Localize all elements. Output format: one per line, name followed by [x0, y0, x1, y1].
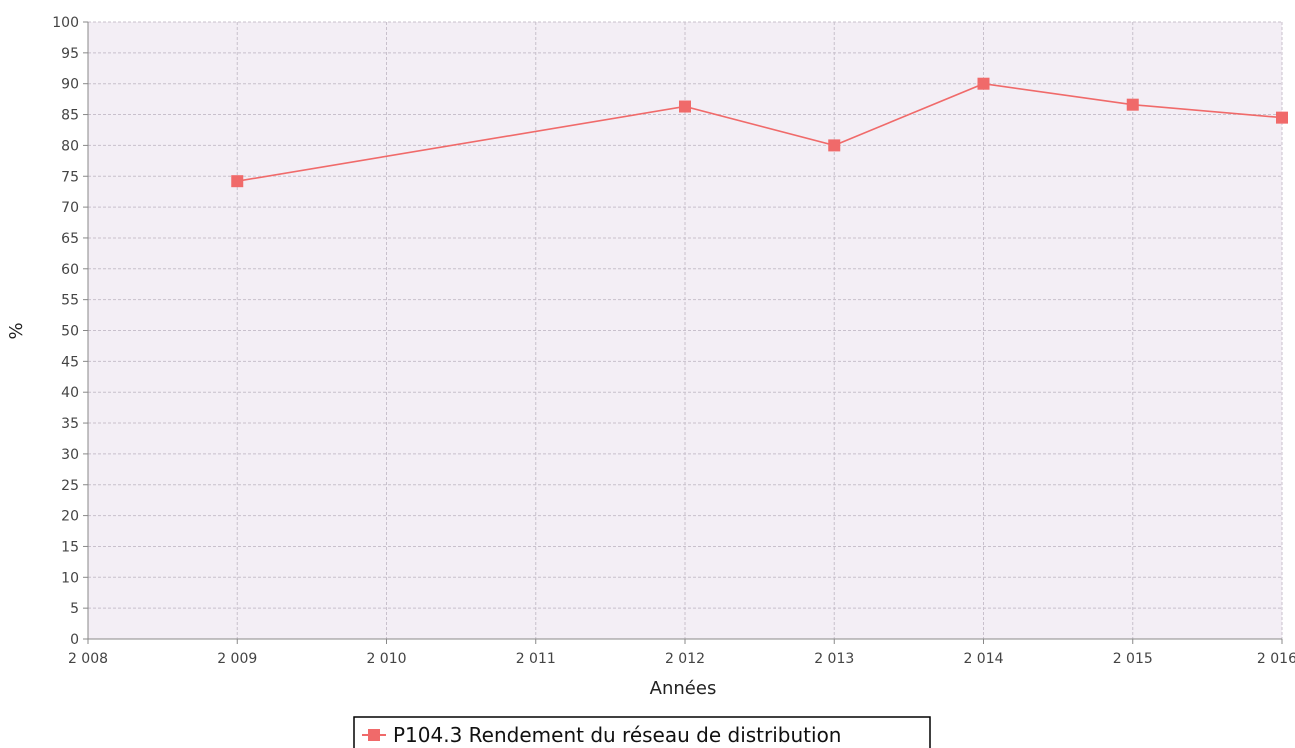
y-tick-label: 5 — [70, 601, 79, 617]
legend-label: P104.3 Rendement du réseau de distributi… — [393, 723, 841, 747]
y-tick-label: 95 — [61, 46, 79, 62]
y-tick-label: 75 — [61, 169, 79, 185]
x-tick-label: 2 010 — [366, 651, 406, 667]
y-tick-label: 10 — [61, 570, 79, 586]
y-tick-label: 0 — [70, 632, 79, 648]
legend-marker-swatch — [368, 729, 380, 741]
x-tick-label: 2 009 — [217, 651, 257, 667]
y-tick-label: 40 — [61, 385, 79, 401]
x-axis: 2 008 2 009 2 010 2 011 2 012 2 013 2 014 2 015… — [68, 638, 1295, 667]
y-tick-label: 100 — [52, 15, 79, 31]
legend: P104.3 Rendement du réseau de distributi… — [353, 716, 931, 748]
grid-lines — [88, 21, 1283, 639]
y-tick-label: 20 — [61, 509, 79, 525]
y-tick-label: 15 — [61, 539, 79, 555]
y-axis-title: % — [6, 322, 27, 339]
y-tick-label: 65 — [61, 231, 79, 247]
y-tick-label: 55 — [61, 293, 79, 309]
data-point — [679, 100, 691, 113]
data-point — [828, 139, 841, 152]
data-point — [231, 175, 244, 188]
x-tick-label: 2 014 — [963, 651, 1003, 667]
y-tick-label: 85 — [61, 108, 79, 124]
series-group — [231, 77, 1288, 188]
y-tick-label: 70 — [61, 200, 79, 216]
y-axis: 0 5 10 15 20 25 30 35 40 45 50 55 60 65 70 75 80 85 90 95 10… — [52, 15, 89, 648]
y-tick-label: 25 — [61, 478, 79, 494]
y-tick-label: 30 — [61, 447, 79, 463]
data-point — [977, 77, 990, 90]
x-axis-title: Années — [650, 678, 717, 699]
x-tick-label: 2 016 — [1257, 651, 1295, 667]
y-tick-label: 90 — [61, 77, 79, 93]
x-tick-label: 2 011 — [516, 651, 556, 667]
y-tick-label: 60 — [61, 262, 79, 278]
y-tick-label: 45 — [61, 354, 79, 370]
data-point — [1276, 111, 1288, 124]
data-point — [1126, 98, 1139, 111]
y-tick-label: 50 — [61, 324, 79, 340]
x-tick-label: 2 013 — [814, 651, 854, 667]
y-tick-label: 35 — [61, 416, 79, 432]
x-tick-label: 2 008 — [68, 651, 108, 667]
series-line — [237, 82, 1283, 182]
x-tick-label: 2 015 — [1113, 651, 1153, 667]
y-tick-label: 80 — [61, 138, 79, 154]
x-tick-label: 2 012 — [665, 651, 705, 667]
legend-box — [353, 716, 931, 748]
